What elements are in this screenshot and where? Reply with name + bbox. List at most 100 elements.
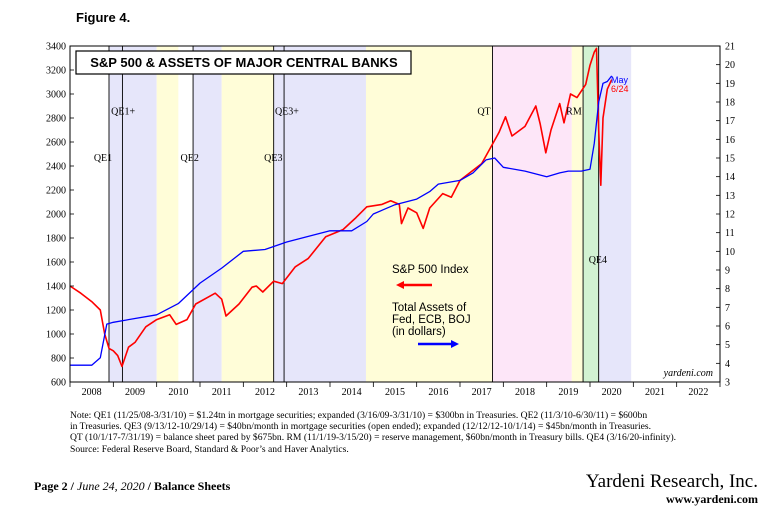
end-labels: May 6/24 bbox=[611, 75, 629, 94]
legend-arrowhead-sp500 bbox=[396, 281, 404, 289]
right-tick-label: 17 bbox=[725, 116, 735, 127]
legend-entry: Total Assets of bbox=[392, 302, 467, 314]
program-label: QE1+ bbox=[111, 106, 135, 117]
shaded-period bbox=[583, 46, 599, 382]
section-name: Balance Sheets bbox=[154, 479, 231, 493]
x-tick-label: 2017 bbox=[472, 387, 492, 398]
x-tick-label: 2021 bbox=[645, 387, 665, 398]
x-tick-label: 2016 bbox=[428, 387, 448, 398]
right-tick-label: 5 bbox=[725, 340, 730, 351]
x-tick-label: 2009 bbox=[125, 387, 145, 398]
x-tick-label: 2019 bbox=[558, 387, 578, 398]
shaded-period bbox=[221, 46, 274, 382]
x-tick-label: 2012 bbox=[255, 387, 275, 398]
left-tick-label: 3000 bbox=[46, 90, 66, 101]
footer-branding: Yardeni Research, Inc. www.yardeni.com bbox=[586, 472, 758, 507]
program-label: QE3 bbox=[264, 153, 282, 164]
figure-label: Figure 4. bbox=[76, 10, 131, 25]
x-tick-label: 2008 bbox=[82, 387, 102, 398]
chart-title: S&P 500 & ASSETS OF MAJOR CENTRAL BANKS bbox=[90, 55, 398, 70]
right-tick-label: 3 bbox=[725, 378, 730, 389]
left-tick-label: 2200 bbox=[46, 186, 66, 197]
legend-entry: S&P 500 Index bbox=[392, 264, 469, 276]
left-tick-label: 2600 bbox=[46, 138, 66, 149]
x-tick-label: 2010 bbox=[168, 387, 188, 398]
shaded-periods bbox=[109, 46, 632, 382]
right-tick-label: 6 bbox=[725, 322, 730, 333]
company-name: Yardeni Research, Inc. bbox=[585, 471, 758, 492]
right-tick-label: 16 bbox=[725, 135, 735, 146]
x-tick-label: 2011 bbox=[212, 387, 232, 398]
right-tick-label: 20 bbox=[725, 60, 735, 71]
shaded-period bbox=[365, 46, 493, 382]
end-label-may: May bbox=[611, 75, 629, 85]
left-tick-label: 1400 bbox=[46, 282, 66, 293]
footnote-line: Note: QE1 (11/25/08-3/31/10) = $1.24tn i… bbox=[70, 410, 648, 421]
program-label: QE1 bbox=[94, 153, 112, 164]
shaded-period bbox=[109, 46, 157, 382]
sp500-line bbox=[69, 47, 613, 368]
right-tick-label: 11 bbox=[725, 228, 735, 239]
program-annotations: QE1 QE1+ QE2 QE3+ QE3 QT RM QE4 bbox=[94, 106, 607, 266]
x-tick-label: 2013 bbox=[298, 387, 318, 398]
right-tick-label: 10 bbox=[725, 247, 735, 258]
left-tick-label: 2000 bbox=[46, 210, 66, 221]
series-lines bbox=[69, 47, 613, 368]
program-label: QT bbox=[477, 106, 490, 117]
legend-entry: (in dollars) bbox=[392, 326, 446, 338]
right-tick-label: 7 bbox=[725, 303, 730, 314]
watermark: yardeni.com bbox=[663, 368, 713, 379]
right-tick-label: 13 bbox=[725, 191, 735, 202]
right-tick-label: 9 bbox=[725, 266, 730, 277]
shaded-period bbox=[492, 46, 572, 382]
shaded-period bbox=[273, 46, 366, 382]
end-label-date: 6/24 bbox=[611, 84, 629, 94]
right-tick-label: 18 bbox=[725, 98, 735, 109]
right-tick-label: 12 bbox=[725, 210, 735, 221]
left-tick-label: 800 bbox=[51, 354, 66, 365]
company-website: www.yardeni.com bbox=[666, 492, 758, 506]
right-tick-label: 8 bbox=[725, 284, 730, 295]
x-tick-label: 2018 bbox=[515, 387, 535, 398]
separator: / bbox=[144, 479, 154, 493]
left-tick-label: 1800 bbox=[46, 234, 66, 245]
title-box bbox=[75, 50, 412, 75]
footer-page-info: Page 2 / June 24, 2020 / Balance Sheets bbox=[34, 479, 230, 494]
separator: / bbox=[67, 479, 77, 493]
right-tick-label: 14 bbox=[725, 172, 735, 183]
shaded-period bbox=[156, 46, 179, 382]
left-tick-label: 1600 bbox=[46, 258, 66, 269]
program-label: RM bbox=[566, 106, 582, 117]
left-tick-label: 1200 bbox=[46, 306, 66, 317]
legend-arrowhead-assets bbox=[451, 340, 459, 348]
left-tick-label: 600 bbox=[51, 378, 66, 389]
central-bank-assets-line bbox=[70, 75, 613, 366]
shaded-period bbox=[193, 46, 222, 382]
shaded-period bbox=[598, 46, 632, 382]
footnote-line: QT (10/1/17-7/31/19) = balance sheet par… bbox=[70, 432, 677, 444]
left-tick-label: 1000 bbox=[46, 330, 66, 341]
right-tick-label: 19 bbox=[725, 79, 735, 90]
vertical-lines bbox=[108, 46, 600, 382]
right-tick-label: 4 bbox=[725, 359, 730, 370]
right-tick-label: 15 bbox=[725, 154, 735, 165]
legend-entry: Fed, ECB, BOJ bbox=[392, 314, 471, 326]
x-tick-label: 2014 bbox=[342, 387, 362, 398]
program-label: QE3+ bbox=[275, 106, 299, 117]
program-label: QE4 bbox=[589, 255, 607, 266]
axes: 600 800 1000 1200 1400 1600 1800 2000 2200 2400 26… bbox=[46, 42, 735, 399]
footnote-line: in Treasuries. QE3 (9/13/12-10/29/14) = … bbox=[70, 421, 652, 433]
left-tick-label: 3400 bbox=[46, 42, 66, 53]
right-tick-label: 21 bbox=[725, 42, 735, 53]
left-tick-label: 3200 bbox=[46, 66, 66, 77]
left-tick-label: 2800 bbox=[46, 114, 66, 125]
x-tick-label: 2022 bbox=[688, 387, 708, 398]
shaded-period bbox=[571, 46, 584, 382]
footnote-source: Source: Federal Reserve Board, Standard … bbox=[70, 443, 349, 455]
footnote: Note: QE1 (11/25/08-3/31/10) = $1.24tn i… bbox=[70, 410, 760, 455]
page-number: Page 2 bbox=[34, 479, 68, 493]
x-tick-label: 2020 bbox=[602, 387, 622, 398]
x-tick-label: 2015 bbox=[385, 387, 405, 398]
left-tick-label: 2400 bbox=[46, 162, 66, 173]
